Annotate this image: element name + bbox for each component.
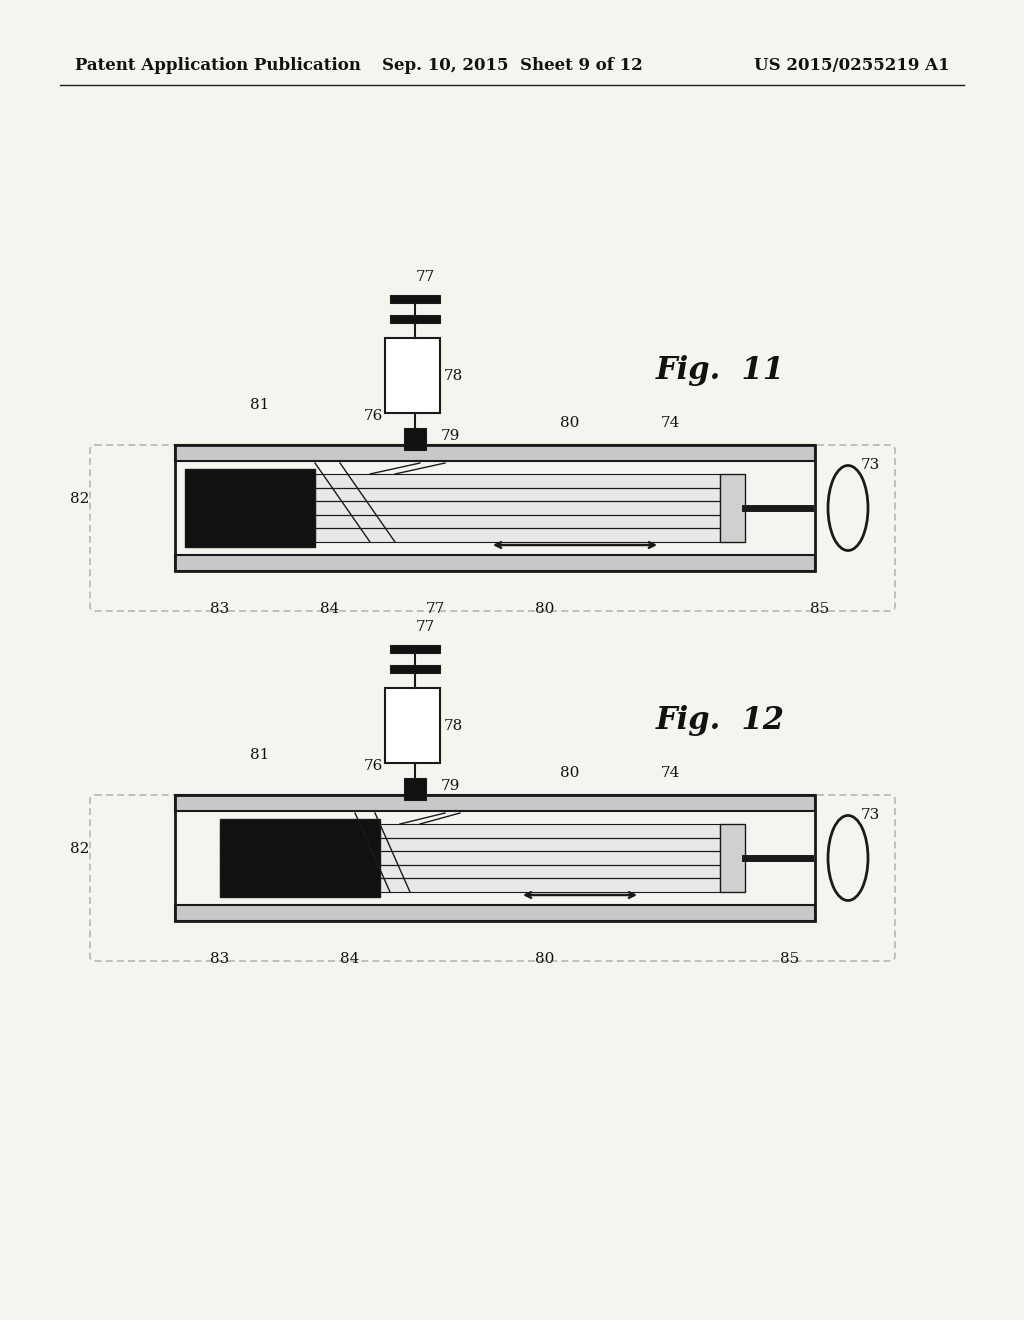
Text: 78: 78 [443, 718, 463, 733]
Bar [175, 795, 815, 921]
Text: 77: 77 [416, 620, 434, 634]
Text: 80: 80 [560, 416, 580, 430]
Bar [390, 315, 440, 323]
Text: 84: 84 [340, 952, 359, 966]
Bar [185, 469, 315, 546]
Text: 73: 73 [860, 458, 880, 473]
Text: 80: 80 [560, 766, 580, 780]
Text: 85: 85 [810, 602, 829, 616]
Bar [220, 818, 380, 898]
Text: 79: 79 [440, 779, 460, 793]
Text: 83: 83 [210, 952, 229, 966]
Text: 83: 83 [210, 602, 229, 616]
Bar [220, 824, 720, 892]
Bar [315, 474, 720, 543]
Text: 77: 77 [425, 602, 444, 616]
Text: 76: 76 [364, 759, 383, 774]
Text: 84: 84 [321, 602, 340, 616]
Text: 74: 74 [660, 766, 680, 780]
Text: US 2015/0255219 A1: US 2015/0255219 A1 [755, 57, 950, 74]
Bar [390, 645, 440, 653]
Text: 82: 82 [71, 842, 90, 855]
Bar [175, 795, 815, 810]
Bar [175, 906, 815, 921]
Text: Fig.  12: Fig. 12 [655, 705, 784, 735]
Text: Fig.  11: Fig. 11 [655, 355, 784, 385]
Text: 81: 81 [250, 399, 269, 412]
Text: 73: 73 [860, 808, 880, 822]
Bar [720, 474, 745, 543]
Bar [404, 777, 426, 800]
Text: Patent Application Publication: Patent Application Publication [75, 57, 360, 74]
Text: Sep. 10, 2015  Sheet 9 of 12: Sep. 10, 2015 Sheet 9 of 12 [382, 57, 642, 74]
Bar [175, 445, 815, 572]
Text: 74: 74 [660, 416, 680, 430]
Text: 80: 80 [536, 952, 555, 966]
Text: 80: 80 [536, 602, 555, 616]
Bar [385, 338, 440, 413]
Text: 85: 85 [780, 952, 800, 966]
Bar [720, 824, 745, 892]
Text: 78: 78 [443, 368, 463, 383]
Bar [390, 665, 440, 673]
Text: 82: 82 [71, 492, 90, 506]
Text: 77: 77 [416, 271, 434, 284]
Text: 79: 79 [440, 429, 460, 444]
Bar [175, 445, 815, 461]
Bar [175, 554, 815, 572]
Text: 76: 76 [364, 409, 383, 422]
Bar [390, 294, 440, 304]
Bar [385, 688, 440, 763]
Text: 81: 81 [250, 748, 269, 762]
Bar [404, 428, 426, 450]
